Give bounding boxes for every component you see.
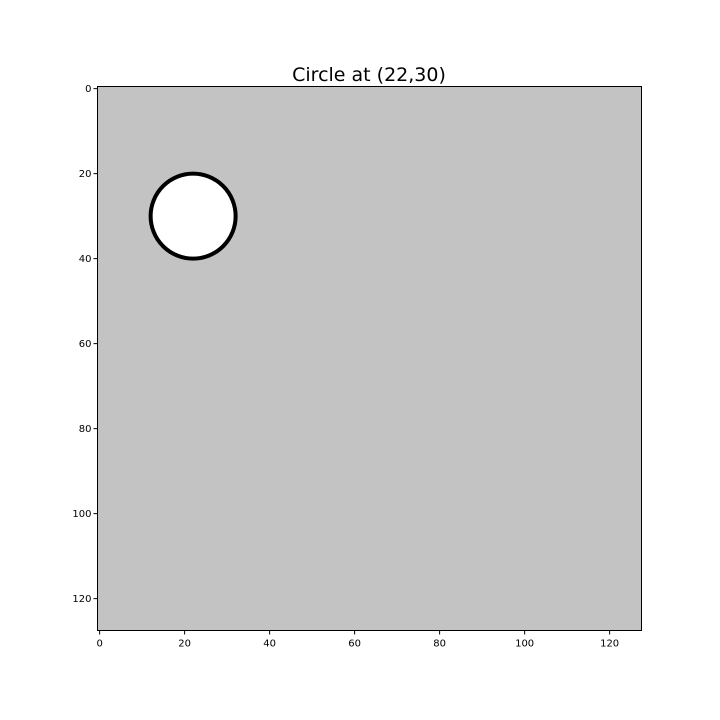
y-tick-label: 120 xyxy=(72,594,91,605)
x-tick-label: 0 xyxy=(96,639,102,650)
x-tick-label: 120 xyxy=(600,639,619,650)
y-tick-label: 60 xyxy=(79,339,92,350)
circle-shape xyxy=(148,171,238,261)
plot-area xyxy=(97,86,642,631)
x-tick-label: 100 xyxy=(515,639,534,650)
shapes-layer xyxy=(148,171,238,261)
x-tick-label: 60 xyxy=(348,639,361,650)
x-tick-label: 20 xyxy=(178,639,191,650)
x-tick-label: 40 xyxy=(263,639,276,650)
y-axis: 0 20 40 60 80 100 120 xyxy=(72,84,98,605)
axes-frame xyxy=(97,86,642,631)
y-tick-label: 100 xyxy=(72,509,91,520)
x-tick-label: 80 xyxy=(433,639,446,650)
x-axis: 0 20 40 60 80 100 120 xyxy=(96,630,619,650)
y-tick-label: 80 xyxy=(79,424,92,435)
y-tick-label: 20 xyxy=(79,169,92,180)
y-tick-label: 40 xyxy=(79,254,92,265)
chart-title: Circle at (22,30) xyxy=(292,64,446,86)
image-background xyxy=(97,86,642,631)
y-tick-label: 0 xyxy=(85,84,91,95)
